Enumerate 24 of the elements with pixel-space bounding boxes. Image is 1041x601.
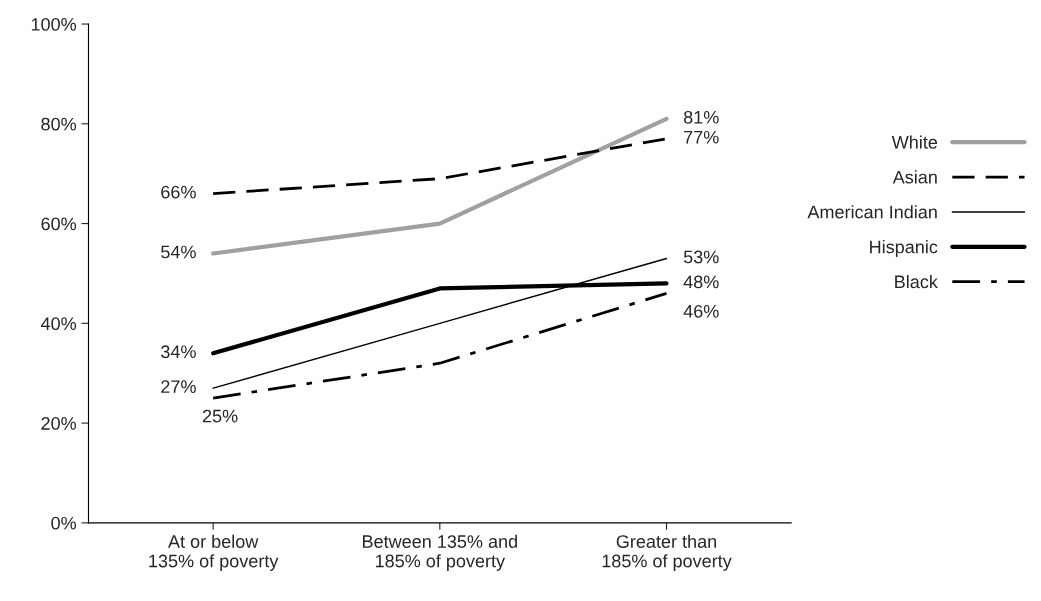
y-tick-label: 80% (41, 117, 77, 131)
x-tick-label: Greater than 185% of poverty (602, 534, 732, 571)
y-tick-label: 60% (41, 217, 77, 231)
legend-label: White (891, 135, 938, 149)
data-label: 53% (683, 250, 719, 264)
y-tick-label: 0% (51, 516, 77, 530)
data-label: 81% (683, 110, 719, 124)
data-label: 46% (683, 304, 719, 318)
data-label: 34% (161, 345, 196, 359)
data-label: 54% (161, 245, 196, 259)
legend-label: Hispanic (870, 240, 938, 257)
data-label: 77% (684, 130, 719, 144)
y-tick-label: 20% (41, 417, 77, 430)
x-tick-label: At or below 135% of poverty (149, 534, 279, 571)
y-tick-label: 40% (40, 317, 77, 331)
data-label: 48% (683, 275, 719, 289)
legend-label: Asian (892, 170, 937, 184)
legend-label: American Indian (807, 205, 937, 219)
data-label: 25% (202, 409, 238, 423)
x-tick-label: Between 135% and 185% of poverty (363, 534, 517, 571)
y-tick-label: 100% (31, 17, 77, 31)
data-label: 27% (161, 380, 196, 393)
data-label: 66% (161, 185, 196, 199)
legend-label: Black (895, 274, 938, 289)
